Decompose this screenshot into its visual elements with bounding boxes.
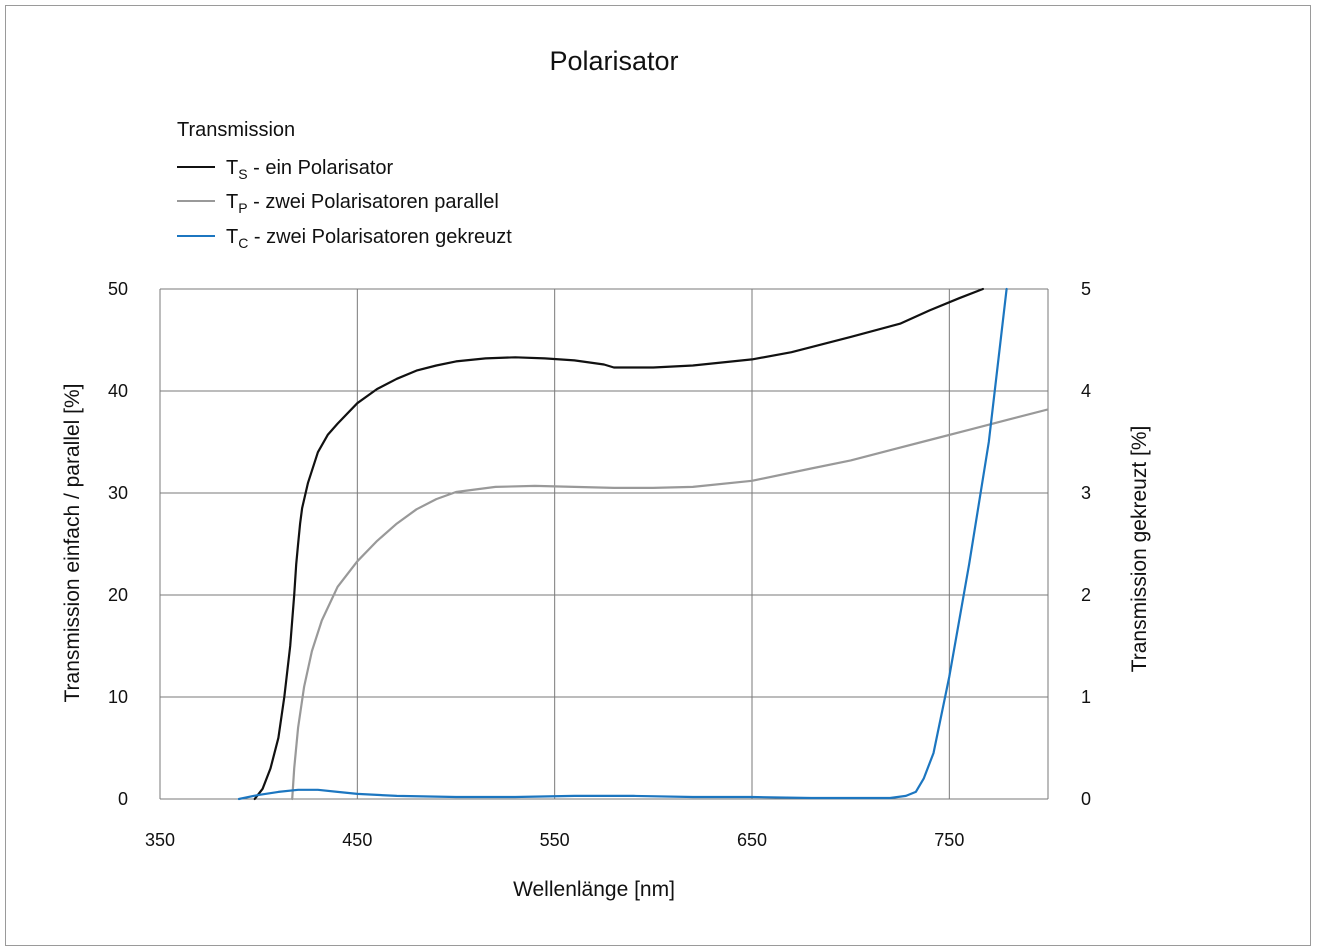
grid [159, 288, 1049, 800]
series-line-ts [253, 287, 984, 801]
chart-title: Polarisator [549, 46, 678, 76]
x-axis-title: Wellenlänge [nm] [513, 878, 675, 901]
legend-label-tc-sub: C [238, 235, 248, 251]
y-tick-label-3: 30 [108, 483, 128, 503]
legend: Transmission TS - ein Polarisator TP - z… [177, 119, 512, 251]
x-tick-label-0: 350 [145, 830, 175, 850]
legend-label-tp: TP - zwei Polarisatoren parallel [226, 191, 499, 216]
legend-title: Transmission [177, 119, 295, 141]
x-tick-label-2: 550 [540, 830, 570, 850]
legend-label-tp-sub: P [238, 200, 247, 216]
legend-label-tc-main: T [226, 226, 238, 248]
y-axis-title: Transmission einfach / parallel [%] [61, 383, 84, 702]
y-tick-label-5: 50 [108, 279, 128, 299]
legend-label-tc-rest: - zwei Polarisatoren gekreuzt [248, 226, 512, 248]
legend-label-ts-main: T [226, 157, 238, 179]
chart-frame [5, 5, 1311, 946]
y-tick-label-0: 0 [118, 789, 128, 809]
y2-tick-label-3: 3 [1081, 483, 1091, 503]
legend-entry-tc: TC - zwei Polarisatoren gekreuzt [177, 226, 512, 251]
x-tick-label-1: 450 [342, 830, 372, 850]
y-tick-label-1: 10 [108, 687, 128, 707]
y-tick-labels: 0 10 20 30 40 50 [108, 279, 128, 809]
legend-label-ts-rest: - ein Polarisator [248, 157, 394, 179]
x-tick-labels: 350 450 550 650 750 [145, 830, 964, 850]
series-line-tp [291, 408, 1048, 801]
y2-tick-labels: 0 1 2 3 4 5 [1081, 279, 1091, 809]
y2-tick-label-2: 2 [1081, 585, 1091, 605]
legend-label-tp-rest: - zwei Polarisatoren parallel [248, 191, 499, 213]
y2-tick-label-5: 5 [1081, 279, 1091, 299]
legend-label-ts-sub: S [238, 166, 247, 182]
x-tick-label-4: 750 [934, 830, 964, 850]
legend-label-tc: TC - zwei Polarisatoren gekreuzt [226, 226, 512, 251]
y2-tick-label-4: 4 [1081, 381, 1091, 401]
legend-entry-tp: TP - zwei Polarisatoren parallel [177, 191, 499, 216]
legend-label-ts: TS - ein Polarisator [226, 157, 394, 182]
y2-axis-title: Transmission gekreuzt [%] [1128, 426, 1151, 673]
y2-tick-label-0: 0 [1081, 789, 1091, 809]
y-tick-label-2: 20 [108, 585, 128, 605]
legend-label-tp-main: T [226, 191, 238, 213]
series-layer [237, 287, 1048, 801]
legend-entry-ts: TS - ein Polarisator [177, 157, 394, 182]
y-tick-label-4: 40 [108, 381, 128, 401]
x-tick-label-3: 650 [737, 830, 767, 850]
series-line-tc [237, 287, 1008, 801]
y2-tick-label-1: 1 [1081, 687, 1091, 707]
